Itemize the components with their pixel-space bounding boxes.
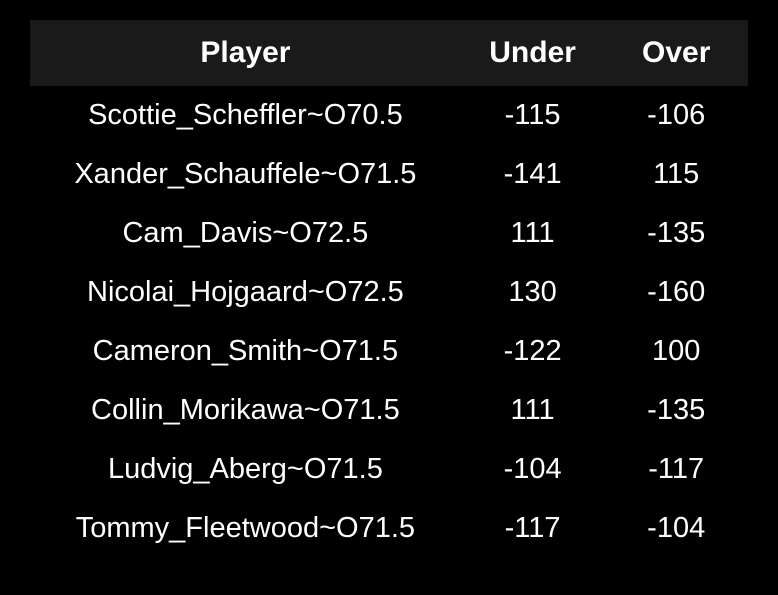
cell-under: -122	[461, 322, 605, 381]
cell-under: 111	[461, 381, 605, 440]
cell-under: -141	[461, 145, 605, 204]
cell-under: -115	[461, 86, 605, 145]
cell-player: Cam_Davis~O72.5	[30, 204, 461, 263]
table-row: Cameron_Smith~O71.5 -122 100	[30, 322, 748, 381]
cell-over: -104	[604, 499, 748, 558]
cell-player: Collin_Morikawa~O71.5	[30, 381, 461, 440]
cell-player: Tommy_Fleetwood~O71.5	[30, 499, 461, 558]
table-row: Nicolai_Hojgaard~O72.5 130 -160	[30, 263, 748, 322]
cell-player: Cameron_Smith~O71.5	[30, 322, 461, 381]
odds-table-container: Player Under Over Scottie_Scheffler~O70.…	[0, 0, 778, 558]
col-header-over: Over	[604, 20, 748, 86]
odds-table: Player Under Over Scottie_Scheffler~O70.…	[30, 20, 748, 558]
cell-under: 130	[461, 263, 605, 322]
cell-over: -135	[604, 381, 748, 440]
cell-over: 115	[604, 145, 748, 204]
table-row: Xander_Schauffele~O71.5 -141 115	[30, 145, 748, 204]
col-header-under: Under	[461, 20, 605, 86]
table-row: Cam_Davis~O72.5 111 -135	[30, 204, 748, 263]
cell-over: -106	[604, 86, 748, 145]
cell-player: Nicolai_Hojgaard~O72.5	[30, 263, 461, 322]
cell-player: Xander_Schauffele~O71.5	[30, 145, 461, 204]
cell-over: 100	[604, 322, 748, 381]
table-row: Ludvig_Aberg~O71.5 -104 -117	[30, 440, 748, 499]
cell-under: -117	[461, 499, 605, 558]
table-row: Tommy_Fleetwood~O71.5 -117 -104	[30, 499, 748, 558]
cell-player: Ludvig_Aberg~O71.5	[30, 440, 461, 499]
table-header-row: Player Under Over	[30, 20, 748, 86]
cell-under: 111	[461, 204, 605, 263]
cell-over: -160	[604, 263, 748, 322]
cell-player: Scottie_Scheffler~O70.5	[30, 86, 461, 145]
cell-over: -117	[604, 440, 748, 499]
table-row: Scottie_Scheffler~O70.5 -115 -106	[30, 86, 748, 145]
table-row: Collin_Morikawa~O71.5 111 -135	[30, 381, 748, 440]
cell-over: -135	[604, 204, 748, 263]
col-header-player: Player	[30, 20, 461, 86]
cell-under: -104	[461, 440, 605, 499]
